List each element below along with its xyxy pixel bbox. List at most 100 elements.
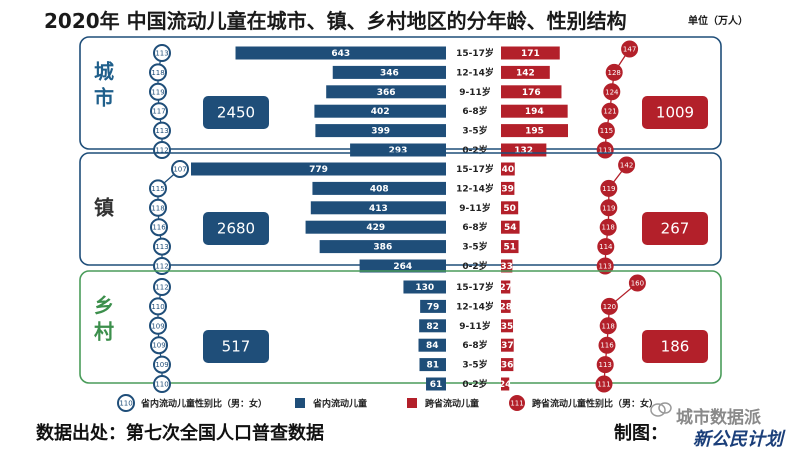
- age-group-label: 0-2岁: [462, 378, 487, 390]
- intra-ratio-dot: [153, 375, 171, 393]
- panel-name: 乡: [94, 294, 114, 318]
- intra-value-label: 346: [380, 68, 399, 78]
- panel-name: 城: [94, 60, 114, 84]
- inter-value-label: 142: [516, 68, 535, 78]
- legend-intra-ratio-sample: 110: [119, 400, 132, 408]
- inter-bar: [501, 259, 513, 273]
- intra-ratio-dot: [150, 336, 168, 355]
- inter-ratio-dot: [601, 102, 619, 120]
- intra-bar: [420, 299, 446, 313]
- inter-value-label: 27: [499, 283, 512, 293]
- inter-total-value: 267: [661, 220, 690, 238]
- intra-ratio-dot: [149, 179, 167, 198]
- inter-ratio-dot: [605, 63, 623, 81]
- legend-intra-swatch: [295, 398, 305, 408]
- panel-name: 镇: [94, 196, 114, 220]
- inter-total-box: [642, 96, 708, 129]
- inter-bar: [501, 124, 568, 138]
- intra-bar: [235, 46, 446, 60]
- legend-inter-label: 跨省流动儿童: [425, 398, 479, 410]
- intra-value-label: 779: [309, 165, 328, 175]
- intra-total-value: 2450: [217, 104, 255, 122]
- intra-ratio-dot: [150, 102, 168, 121]
- age-group-label: 9-11岁: [459, 320, 491, 332]
- inter-ratio-dot: [600, 199, 618, 217]
- panel-name: 村: [94, 320, 114, 344]
- inter-ratio-dot: [600, 179, 618, 197]
- intra-value-label: 408: [370, 184, 389, 194]
- intra-value-label: 643: [331, 49, 350, 59]
- panel-frame: [79, 270, 722, 384]
- age-group-label: 12-14岁: [456, 182, 494, 194]
- age-group-label: 15-17岁: [456, 47, 494, 59]
- intra-value-label: 82: [426, 322, 439, 332]
- watermark-plan: 新公民计划: [693, 429, 783, 450]
- chart-title: 2020年 中国流动儿童在城市、镇、乡村地区的分年龄、性别结构: [44, 9, 627, 33]
- inter-bar: [501, 65, 550, 79]
- inter-value-label: 54: [504, 223, 517, 233]
- panel-name: 市: [94, 86, 114, 110]
- intra-bar: [418, 338, 446, 352]
- inter-bar: [501, 319, 514, 333]
- intra-ratio-label: 113: [155, 127, 168, 135]
- inter-ratio-dot: [628, 274, 646, 292]
- intra-value-label: 386: [373, 243, 392, 253]
- age-group-label: 9-11岁: [459, 202, 491, 214]
- legend-inter-ratio-label: 跨省流动儿童性别比（男：女）: [532, 398, 658, 410]
- inter-value-label: 176: [522, 88, 541, 98]
- inter-bar: [501, 240, 519, 254]
- intra-ratio-label: 119: [151, 88, 164, 96]
- inter-ratio-dot: [596, 356, 614, 374]
- inter-bar: [501, 85, 562, 99]
- maker-label: 制图：: [614, 423, 668, 444]
- inter-ratio-label: 118: [602, 322, 615, 330]
- watermark-logo: [650, 402, 672, 417]
- inter-bar: [501, 377, 510, 391]
- intra-ratio-dot: [150, 218, 168, 237]
- intra-value-label: 84: [426, 341, 439, 351]
- inter-bar: [501, 299, 511, 313]
- intra-ratio-dot: [153, 278, 171, 296]
- inter-value-label: 35: [501, 322, 514, 332]
- intra-total-box: [203, 96, 269, 129]
- age-group-label: 12-14岁: [456, 300, 494, 312]
- inter-value-label: 50: [503, 204, 516, 214]
- intra-bar: [305, 220, 446, 234]
- inter-ratio-label: 116: [600, 342, 614, 350]
- intra-total-value: 517: [222, 338, 251, 356]
- inter-ratio-label: 124: [605, 88, 619, 96]
- intra-bar: [310, 201, 446, 215]
- age-group-label: 15-17岁: [456, 281, 494, 293]
- inter-ratio-label: 113: [599, 147, 612, 155]
- intra-ratio-dot: [149, 63, 167, 82]
- intra-value-label: 130: [415, 283, 434, 293]
- inter-ratio-label: 119: [602, 185, 615, 193]
- age-group-label: 3-5岁: [462, 125, 487, 137]
- age-group-label: 3-5岁: [462, 359, 487, 371]
- intra-ratio-label: 109: [155, 361, 168, 369]
- intra-bar: [326, 85, 446, 99]
- inter-ratio-label: 118: [602, 224, 615, 232]
- intra-value-label: 366: [377, 88, 396, 98]
- inter-bar: [501, 181, 515, 195]
- intra-value-label: 61: [430, 380, 443, 390]
- intra-bar: [315, 124, 446, 138]
- inter-value-label: 28: [500, 302, 513, 312]
- age-group-label: 9-11岁: [459, 86, 491, 98]
- intra-ratio-dot: [153, 257, 171, 275]
- inter-bar: [501, 358, 514, 372]
- intra-total-box: [203, 330, 269, 363]
- legend-inter-ratio-marker: [509, 395, 525, 411]
- inter-bar: [501, 162, 515, 176]
- inter-value-label: 39: [501, 184, 514, 194]
- intra-value-label: 402: [371, 107, 390, 117]
- inter-value-label: 194: [525, 107, 544, 117]
- intra-value-label: 293: [389, 146, 408, 156]
- intra-value-label: 264: [393, 262, 412, 272]
- intra-bar: [359, 259, 446, 273]
- age-group-label: 6-8岁: [462, 221, 487, 233]
- inter-value-label: 36: [501, 361, 514, 371]
- intra-ratio-label: 109: [151, 322, 164, 330]
- intra-value-label: 79: [427, 302, 440, 312]
- inter-bar: [501, 201, 519, 215]
